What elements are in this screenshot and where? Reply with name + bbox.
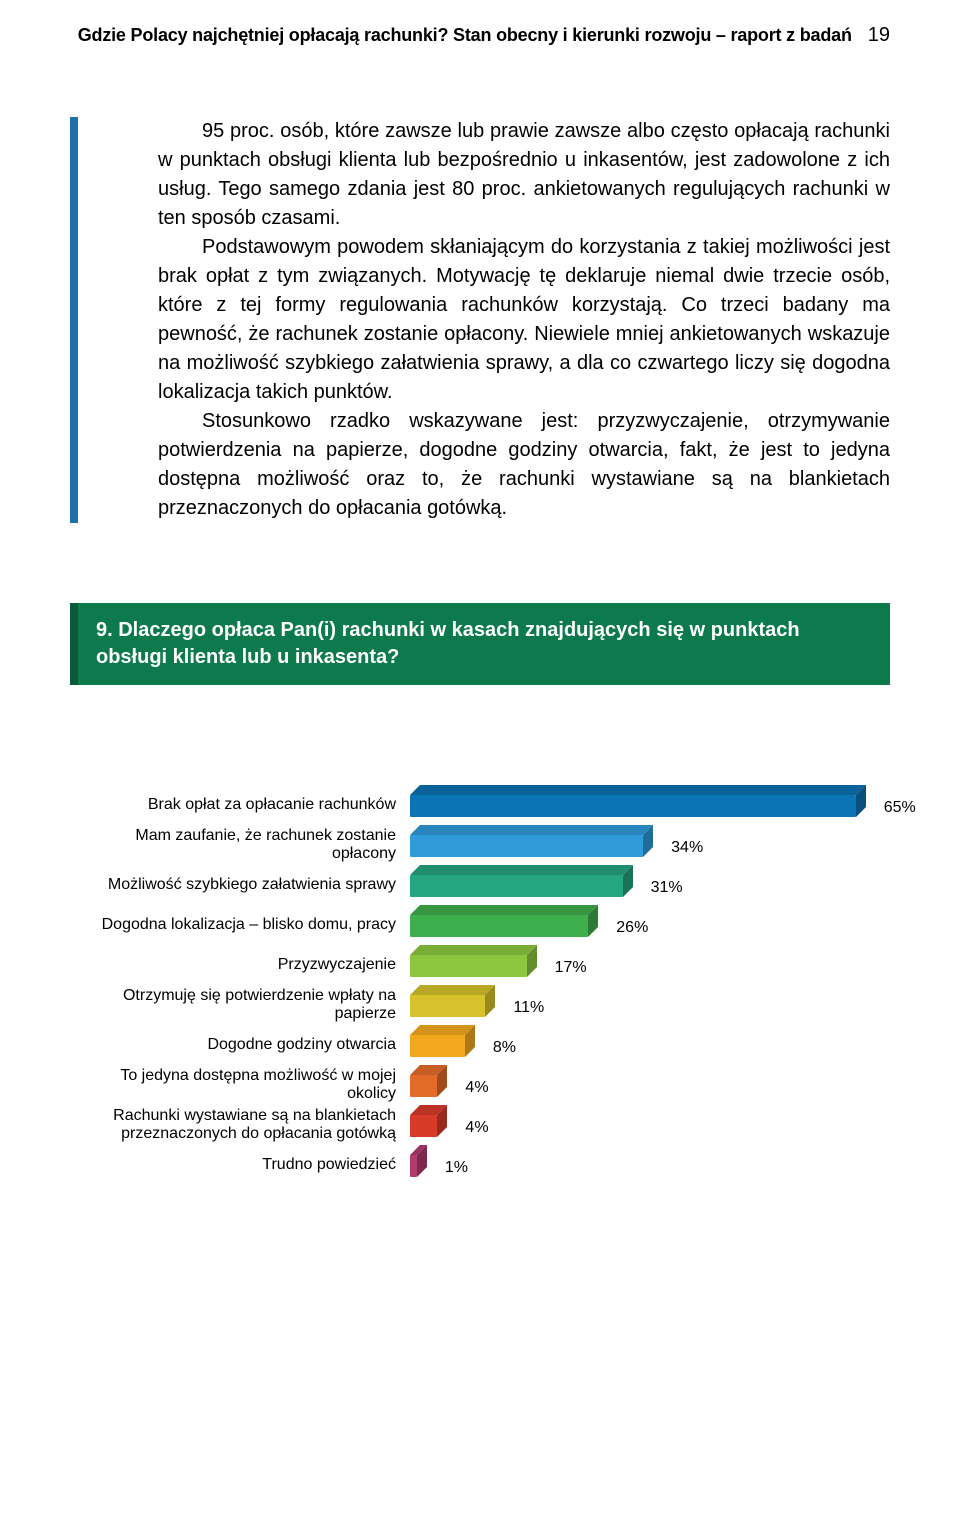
value-label: 4% bbox=[465, 1119, 488, 1137]
category-label: Trudno powiedzieć bbox=[70, 1156, 410, 1174]
bar bbox=[410, 955, 527, 977]
bar-zone: 65% bbox=[410, 785, 890, 825]
page-number: 19 bbox=[868, 24, 890, 47]
bar-zone: 26% bbox=[410, 905, 890, 945]
paragraph-2: Podstawowym powodem skłaniającym do korz… bbox=[158, 233, 890, 407]
paragraph-3: Stosunkowo rzadko wskazywane jest: przyz… bbox=[158, 407, 890, 523]
category-label: Otrzymuję się potwierdzenie wpłaty na pa… bbox=[70, 987, 410, 1024]
paragraph-1: 95 proc. osób, które zawsze lub prawie z… bbox=[158, 117, 890, 233]
value-label: 8% bbox=[493, 1039, 516, 1057]
bar bbox=[410, 1075, 437, 1097]
chart-row: To jedyna dostępna możliwość w mojej oko… bbox=[70, 1065, 890, 1105]
chart-row: Otrzymuję się potwierdzenie wpłaty na pa… bbox=[70, 985, 890, 1025]
chart-row: Rachunki wystawiane są na blankietach pr… bbox=[70, 1105, 890, 1145]
bar-zone: 4% bbox=[410, 1065, 890, 1105]
value-label: 34% bbox=[671, 839, 703, 857]
category-label: Mam zaufanie, że rachunek zostanie opłac… bbox=[70, 827, 410, 864]
bar-zone: 1% bbox=[410, 1145, 890, 1185]
bar-zone: 8% bbox=[410, 1025, 890, 1065]
bar bbox=[410, 875, 623, 897]
category-label: Możliwość szybkiego załatwienia sprawy bbox=[70, 876, 410, 894]
value-label: 11% bbox=[513, 999, 544, 1017]
bar-zone: 11% bbox=[410, 985, 890, 1025]
value-label: 31% bbox=[651, 879, 683, 897]
bar bbox=[410, 995, 485, 1017]
value-label: 26% bbox=[616, 919, 648, 937]
bar bbox=[410, 915, 588, 937]
value-label: 17% bbox=[555, 959, 587, 977]
figure-title: 9. Dlaczego opłaca Pan(i) rachunki w kas… bbox=[70, 603, 890, 685]
category-label: Brak opłat za opłacanie rachunków bbox=[70, 796, 410, 814]
bar bbox=[410, 835, 643, 857]
bar-zone: 34% bbox=[410, 825, 890, 865]
category-label: Dogodna lokalizacja – blisko domu, pracy bbox=[70, 916, 410, 934]
chart-row: Dogodna lokalizacja – blisko domu, pracy… bbox=[70, 905, 890, 945]
bar bbox=[410, 795, 856, 817]
bar-zone: 31% bbox=[410, 865, 890, 905]
chart-row: Możliwość szybkiego załatwienia sprawy 31… bbox=[70, 865, 890, 905]
running-title: Gdzie Polacy najchętniej opłacają rachun… bbox=[78, 25, 852, 46]
chart-row: Dogodne godziny otwarcia 8% bbox=[70, 1025, 890, 1065]
category-label: Rachunki wystawiane są na blankietach pr… bbox=[70, 1107, 410, 1144]
category-label: Dogodne godziny otwarcia bbox=[70, 1036, 410, 1054]
chart-row: Przyzwyczajenie 17% bbox=[70, 945, 890, 985]
category-label: To jedyna dostępna możliwość w mojej oko… bbox=[70, 1067, 410, 1104]
value-label: 4% bbox=[465, 1079, 488, 1097]
bar bbox=[410, 1115, 437, 1137]
bar-chart: Brak opłat za opłacanie rachunków65%Mam … bbox=[70, 785, 890, 1185]
bar-zone: 4% bbox=[410, 1105, 890, 1145]
bar bbox=[410, 1035, 465, 1057]
chart-row: Mam zaufanie, że rachunek zostanie opłac… bbox=[70, 825, 890, 865]
value-label: 1% bbox=[445, 1159, 468, 1177]
bar bbox=[410, 1155, 417, 1177]
body-text-block: 95 proc. osób, które zawsze lub prawie z… bbox=[70, 117, 890, 523]
chart-row: Trudno powiedzieć 1% bbox=[70, 1145, 890, 1185]
value-label: 65% bbox=[884, 799, 916, 817]
bar-zone: 17% bbox=[410, 945, 890, 985]
category-label: Przyzwyczajenie bbox=[70, 956, 410, 974]
chart-row: Brak opłat za opłacanie rachunków65% bbox=[70, 785, 890, 825]
